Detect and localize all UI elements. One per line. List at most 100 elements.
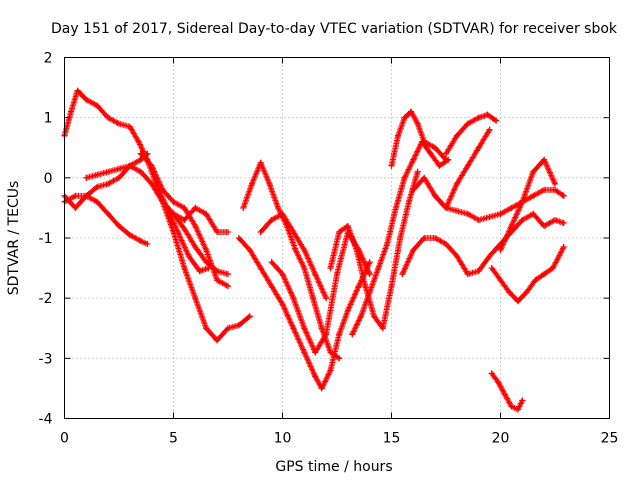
data-point bbox=[495, 379, 502, 386]
y-tick-label: 1 bbox=[44, 111, 53, 127]
data-point bbox=[541, 222, 548, 229]
data-point bbox=[116, 120, 122, 127]
series-track-12 bbox=[327, 168, 421, 332]
data-point bbox=[464, 271, 471, 278]
y-tick-label: -4 bbox=[39, 412, 53, 428]
data-point bbox=[334, 271, 340, 278]
data-point bbox=[497, 277, 504, 284]
data-point bbox=[181, 265, 188, 272]
data-point bbox=[384, 241, 391, 248]
data-point bbox=[116, 174, 122, 181]
data-point bbox=[432, 192, 439, 199]
data-point bbox=[116, 165, 122, 172]
data-point bbox=[170, 228, 177, 235]
data-point bbox=[514, 406, 521, 413]
data-point bbox=[349, 331, 356, 338]
data-point bbox=[453, 132, 460, 139]
data-point bbox=[453, 180, 460, 187]
data-point bbox=[414, 168, 421, 175]
data-point bbox=[486, 126, 493, 133]
data-point bbox=[72, 204, 79, 211]
data-point bbox=[144, 241, 151, 248]
data-point bbox=[248, 180, 255, 187]
data-point bbox=[344, 222, 351, 229]
x-tick-label: 10 bbox=[274, 431, 292, 447]
data-point bbox=[357, 313, 364, 320]
data-point bbox=[94, 198, 101, 205]
data-point bbox=[181, 225, 188, 232]
series-track-11 bbox=[268, 228, 373, 356]
data-point bbox=[214, 277, 221, 284]
data-point bbox=[137, 238, 144, 245]
data-point bbox=[257, 228, 264, 235]
data-point bbox=[192, 204, 199, 211]
data-point bbox=[126, 123, 133, 130]
series-track-19 bbox=[488, 244, 567, 305]
data-point bbox=[497, 247, 504, 254]
data-point bbox=[501, 391, 508, 398]
data-point bbox=[519, 216, 526, 223]
series-track-1 bbox=[61, 87, 212, 275]
data-point bbox=[137, 150, 144, 157]
data-point bbox=[506, 289, 513, 296]
data-point bbox=[475, 268, 482, 275]
data-point bbox=[170, 210, 177, 217]
data-point bbox=[488, 370, 495, 377]
data-point bbox=[508, 204, 515, 211]
series-track-20 bbox=[497, 156, 558, 254]
data-point bbox=[225, 325, 231, 332]
data-point bbox=[366, 271, 373, 278]
data-point bbox=[203, 210, 210, 217]
data-point bbox=[144, 150, 151, 157]
data-point bbox=[181, 216, 188, 223]
data-point bbox=[464, 162, 471, 169]
data-point bbox=[366, 289, 373, 296]
data-point bbox=[257, 265, 264, 272]
data-point bbox=[432, 235, 439, 241]
data-point bbox=[375, 265, 382, 272]
data-point bbox=[464, 210, 471, 217]
data-point bbox=[323, 331, 330, 338]
data-point bbox=[246, 313, 253, 320]
series-track-9 bbox=[235, 235, 373, 392]
data-point bbox=[301, 325, 308, 332]
data-point bbox=[105, 180, 112, 187]
data-point bbox=[148, 162, 155, 169]
data-point bbox=[371, 313, 378, 320]
data-point bbox=[279, 301, 286, 308]
data-point bbox=[83, 192, 90, 199]
data-point bbox=[408, 108, 415, 115]
data-point bbox=[397, 235, 404, 241]
data-point bbox=[488, 265, 495, 272]
data-point bbox=[192, 222, 199, 229]
data-point bbox=[192, 244, 199, 251]
data-point bbox=[355, 283, 362, 290]
data-point bbox=[105, 114, 112, 121]
data-point bbox=[475, 114, 482, 121]
data-point bbox=[523, 289, 530, 296]
data-point bbox=[532, 277, 539, 284]
data-point bbox=[105, 168, 112, 175]
x-tick-label: 25 bbox=[601, 431, 619, 447]
series-track-7 bbox=[170, 204, 231, 235]
data-point bbox=[552, 186, 558, 193]
series-track-10 bbox=[257, 210, 330, 302]
data-point bbox=[268, 216, 275, 223]
data-point bbox=[475, 144, 482, 151]
data-point bbox=[514, 298, 521, 305]
data-point bbox=[318, 325, 325, 332]
data-point bbox=[225, 228, 231, 235]
data-point bbox=[443, 156, 449, 163]
data-point bbox=[279, 271, 286, 278]
data-point bbox=[508, 222, 515, 229]
data-point bbox=[414, 120, 421, 127]
data-point bbox=[410, 156, 417, 163]
x-tick-labels: 0 5 10 15 20 25 bbox=[60, 431, 618, 447]
data-point bbox=[486, 213, 493, 220]
data-point bbox=[94, 183, 101, 190]
data-point bbox=[493, 117, 500, 124]
series-track-18 bbox=[432, 186, 567, 223]
data-point bbox=[301, 265, 308, 272]
data-point bbox=[530, 168, 537, 175]
data-point bbox=[290, 295, 297, 302]
